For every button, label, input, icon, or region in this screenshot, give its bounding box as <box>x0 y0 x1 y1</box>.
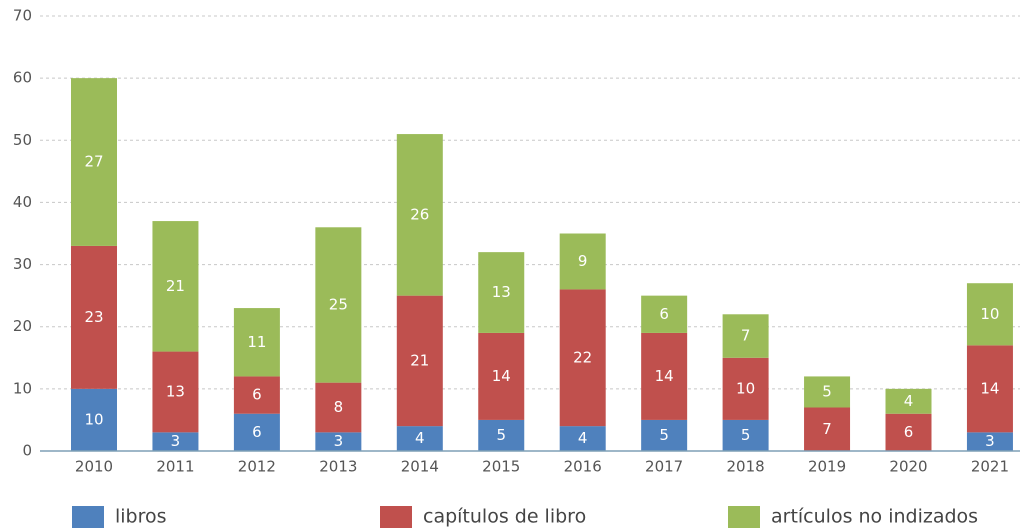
bar-segment <box>804 376 851 408</box>
bar-segment <box>885 388 932 414</box>
y-tick-label: 10 <box>13 379 32 397</box>
legend-label: libros <box>115 506 167 528</box>
legend-swatch <box>380 506 412 528</box>
data-label: 6 <box>252 423 262 441</box>
y-tick-label: 30 <box>13 255 32 273</box>
data-label: 26 <box>410 205 429 223</box>
bar-segment <box>152 432 199 451</box>
data-label: 7 <box>741 327 751 345</box>
x-tick-label: 2014 <box>401 458 439 476</box>
y-tick-label: 40 <box>13 193 32 211</box>
data-label: 21 <box>166 277 185 295</box>
bar-segment <box>641 419 688 451</box>
x-tick-label: 2018 <box>727 458 765 476</box>
x-tick-label: 2019 <box>808 458 846 476</box>
x-tick-label: 2010 <box>75 458 113 476</box>
data-label: 10 <box>736 379 755 397</box>
legend-swatch <box>72 506 104 528</box>
data-label: 3 <box>334 432 344 450</box>
data-label: 22 <box>573 348 592 366</box>
data-label: 14 <box>492 367 511 385</box>
bar-segment <box>71 388 117 451</box>
data-label: 3 <box>985 432 995 450</box>
x-tick-label: 2015 <box>482 458 520 476</box>
bar-segment <box>233 413 280 451</box>
bar-segment <box>396 134 443 296</box>
bar-segment <box>152 351 199 433</box>
data-label: 13 <box>166 382 185 400</box>
data-label: 13 <box>492 283 511 301</box>
bar-segment <box>315 227 362 383</box>
x-tick-label: 2017 <box>645 458 683 476</box>
bar-segment <box>478 332 525 420</box>
y-tick-label: 0 <box>22 442 32 460</box>
data-label: 23 <box>84 308 103 326</box>
bar-segment <box>478 419 525 451</box>
bar-segment <box>559 426 606 451</box>
data-label: 27 <box>84 153 103 171</box>
bar-segment <box>315 432 362 451</box>
data-label: 6 <box>252 386 262 404</box>
bar-segment <box>641 295 688 333</box>
data-label: 5 <box>822 382 832 400</box>
y-tick-label: 20 <box>13 317 32 335</box>
x-tick-label: 2016 <box>564 458 602 476</box>
bar-segment <box>559 289 606 427</box>
data-label: 10 <box>980 305 999 323</box>
data-label: 10 <box>84 410 103 428</box>
data-label: 14 <box>655 367 674 385</box>
bar-segment <box>641 332 688 420</box>
bar-segment <box>966 283 1013 346</box>
data-label: 5 <box>496 426 506 444</box>
legend-swatch <box>728 506 760 528</box>
legend-label: artículos no indizados <box>771 506 978 528</box>
data-label: 21 <box>410 351 429 369</box>
x-tick-label: 2021 <box>971 458 1009 476</box>
bar-segment <box>152 221 199 352</box>
bar-segment <box>885 413 932 451</box>
x-tick-label: 2020 <box>889 458 927 476</box>
data-label: 4 <box>415 429 425 447</box>
data-label: 6 <box>659 305 669 323</box>
data-label: 4 <box>578 429 588 447</box>
data-label: 11 <box>247 333 266 351</box>
data-label: 3 <box>171 432 181 450</box>
bar-segment <box>478 252 525 333</box>
data-label: 9 <box>578 252 588 270</box>
data-label: 8 <box>334 398 344 416</box>
y-tick-label: 50 <box>13 131 32 149</box>
bar-segment <box>233 376 280 414</box>
data-label: 4 <box>904 392 914 410</box>
bar-segment <box>804 407 851 451</box>
bar-segment <box>71 245 117 389</box>
bar-segment <box>722 314 769 358</box>
bar-segment <box>966 432 1013 451</box>
bar-segment <box>71 78 117 246</box>
bar-segment <box>559 233 606 290</box>
bar-segment <box>966 345 1013 433</box>
data-label: 7 <box>822 420 832 438</box>
data-label: 5 <box>741 426 751 444</box>
bar-segment <box>315 382 362 433</box>
legend-label: capítulos de libro <box>423 506 586 528</box>
data-label: 5 <box>659 426 669 444</box>
bar-segment <box>722 357 769 420</box>
bar-segment <box>396 295 443 427</box>
x-tick-label: 2012 <box>238 458 276 476</box>
data-label: 14 <box>980 379 999 397</box>
y-tick-label: 60 <box>13 69 32 87</box>
x-tick-label: 2011 <box>156 458 194 476</box>
data-label: 25 <box>329 295 348 313</box>
bar-segment <box>722 419 769 451</box>
data-label: 6 <box>904 423 914 441</box>
bar-segment <box>396 426 443 451</box>
x-tick-label: 2013 <box>319 458 357 476</box>
y-tick-label: 70 <box>13 7 32 25</box>
bar-segment <box>233 308 280 377</box>
